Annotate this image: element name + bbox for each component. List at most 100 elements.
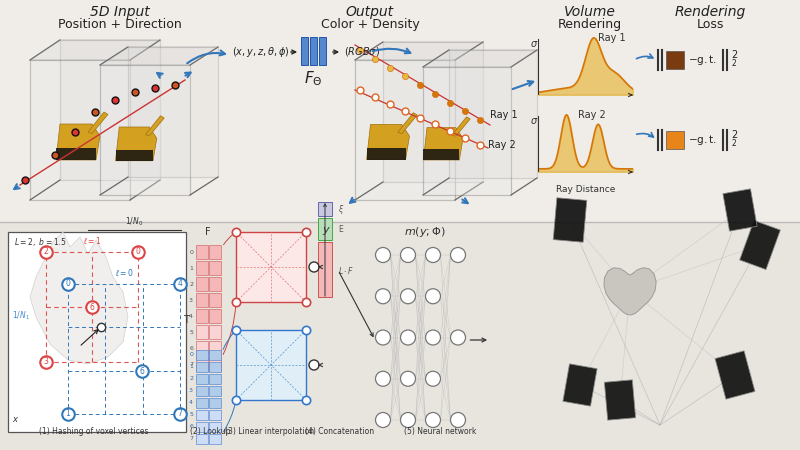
Text: Position + Direction: Position + Direction [58,18,182,31]
Polygon shape [740,220,780,270]
Text: 2: 2 [731,50,738,60]
Polygon shape [366,124,410,159]
Text: Volume: Volume [564,5,616,19]
Text: Ray 1: Ray 1 [490,110,518,120]
Text: 7: 7 [189,361,193,366]
Polygon shape [604,268,656,315]
Bar [196,309,208,323]
Text: $(x,y,z,\theta,\phi)$: $(x,y,z,\theta,\phi)$ [232,45,290,59]
Bar [196,357,208,371]
Bar [209,410,221,420]
Text: (2) Lookup: (2) Lookup [190,427,230,436]
Bar [209,325,221,339]
Circle shape [426,413,441,428]
Polygon shape [383,42,483,182]
Circle shape [375,248,390,262]
Bar [8,232,186,432]
Bar [666,131,684,149]
Circle shape [375,413,390,428]
Polygon shape [88,112,108,134]
Circle shape [426,371,441,386]
Bar [209,386,221,396]
Bar [196,350,208,360]
Text: 1: 1 [189,364,193,369]
Text: 5: 5 [189,413,193,418]
Text: $\ell=1$: $\ell=1$ [82,235,102,246]
Circle shape [401,330,415,345]
Polygon shape [423,50,537,67]
Polygon shape [146,116,164,136]
Text: $L\cdot F$: $L\cdot F$ [338,265,354,275]
Text: 2: 2 [731,59,736,68]
Polygon shape [452,117,470,136]
Text: 0: 0 [189,249,193,255]
Bar [209,293,221,307]
Bar [209,357,221,371]
Text: $x$: $x$ [12,415,19,424]
Polygon shape [366,148,406,159]
Circle shape [401,248,415,262]
Bar [196,341,208,355]
Text: Ray 2: Ray 2 [488,140,516,150]
Circle shape [401,413,415,428]
Circle shape [426,289,441,304]
Circle shape [375,330,390,345]
Circle shape [375,371,390,386]
Text: 5D Input: 5D Input [90,5,150,19]
Text: Rendering: Rendering [674,5,746,19]
Text: 7: 7 [189,436,193,441]
Text: $L=2,\ b=1.5$: $L=2,\ b=1.5$ [14,236,66,248]
Circle shape [309,360,319,370]
Text: 6: 6 [139,366,145,375]
Bar [209,309,221,323]
Polygon shape [554,198,586,242]
Polygon shape [398,112,418,134]
Text: Ray 2: Ray 2 [578,110,606,120]
Bar [196,362,208,372]
Text: (5) Neural network: (5) Neural network [404,427,476,436]
Polygon shape [60,40,160,180]
Bar [318,242,332,297]
Bar [318,202,332,216]
Text: Color + Density: Color + Density [321,18,419,31]
Polygon shape [423,149,459,160]
Bar [196,293,208,307]
Bar [319,37,326,65]
Text: $m(y;\Phi)$: $m(y;\Phi)$ [404,225,446,239]
Text: $- \mathrm{g.t.}$: $- \mathrm{g.t.}$ [688,53,717,67]
Text: 3: 3 [43,357,49,366]
Text: y: y [322,225,330,235]
Text: $\ell=0$: $\ell=0$ [114,267,134,278]
Bar [236,330,306,400]
Text: 6: 6 [189,424,193,429]
Text: E: E [338,225,342,234]
Polygon shape [604,380,636,420]
Text: (1) Hashing of voxel vertices: (1) Hashing of voxel vertices [39,427,149,436]
Text: $- \mathrm{g.t.}$: $- \mathrm{g.t.}$ [688,133,717,147]
Bar [196,277,208,291]
Bar [209,434,221,444]
Text: F: F [205,227,211,237]
Text: 4: 4 [178,279,182,288]
Bar [196,386,208,396]
Bar [0,222,800,450]
Text: 2: 2 [731,139,736,148]
Circle shape [309,262,319,272]
Polygon shape [115,149,153,161]
Text: Output: Output [346,5,394,19]
Text: Loss: Loss [696,18,724,31]
Circle shape [450,248,466,262]
Text: 0: 0 [66,279,70,288]
Bar [310,37,317,65]
Text: Ray Distance: Ray Distance [556,185,615,194]
Text: 6: 6 [90,302,94,311]
Bar [209,261,221,275]
Polygon shape [56,124,100,160]
Text: 1: 1 [66,410,70,418]
Polygon shape [423,128,463,160]
Bar [196,374,208,384]
Text: (4) Concatenation: (4) Concatenation [306,427,374,436]
Bar [318,218,332,240]
Polygon shape [355,60,455,200]
Polygon shape [723,189,757,231]
